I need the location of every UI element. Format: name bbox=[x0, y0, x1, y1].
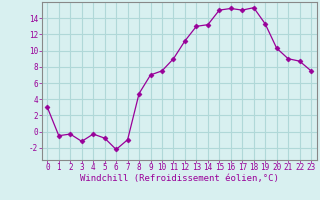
X-axis label: Windchill (Refroidissement éolien,°C): Windchill (Refroidissement éolien,°C) bbox=[80, 174, 279, 183]
